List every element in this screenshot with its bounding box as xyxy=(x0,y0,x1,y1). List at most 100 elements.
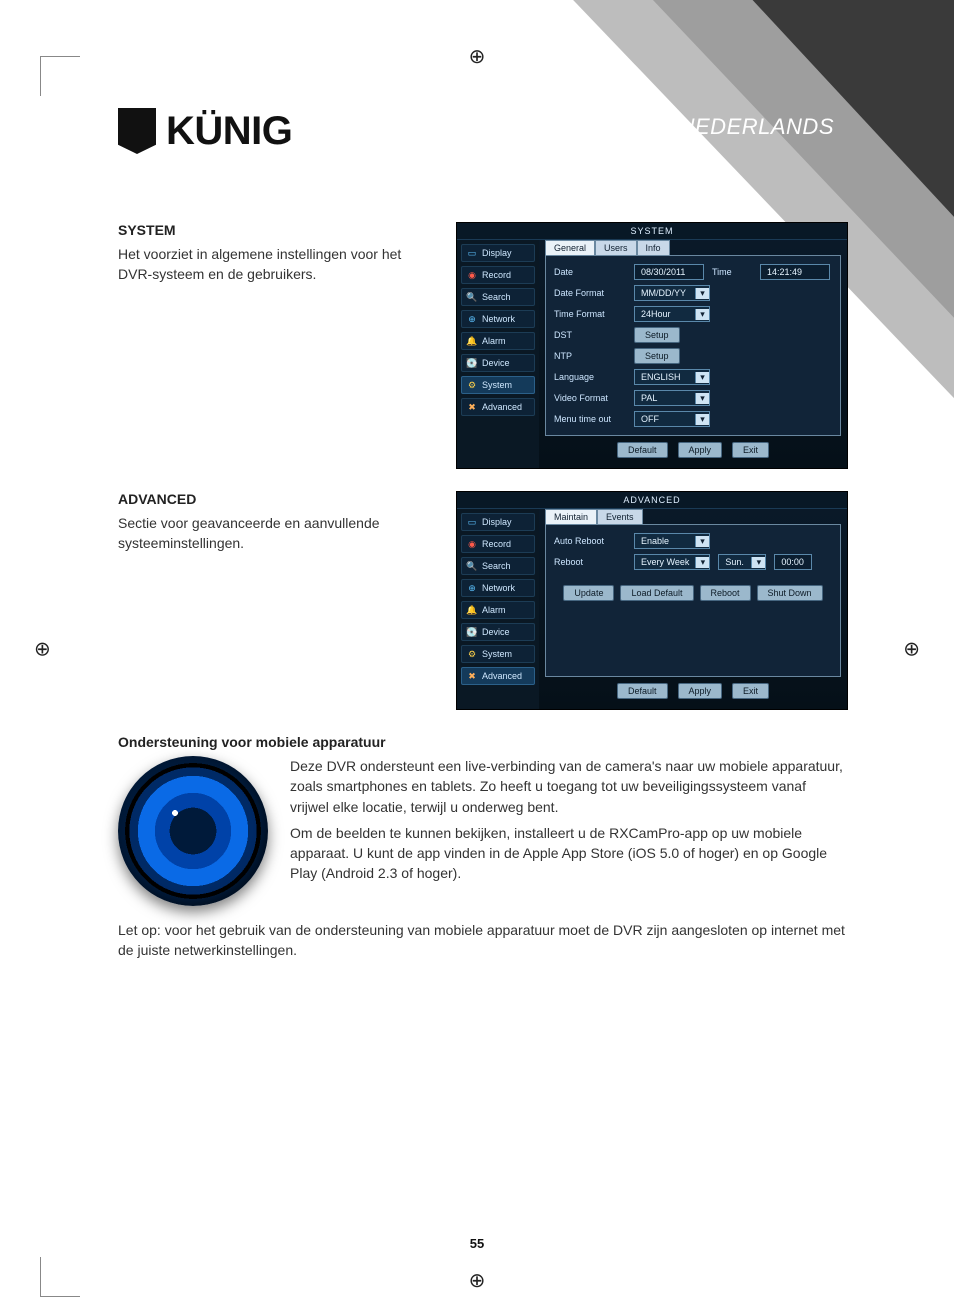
tab-general[interactable]: General xyxy=(545,240,595,255)
label-dst: DST xyxy=(554,330,626,340)
alarm-icon: 🔔 xyxy=(466,336,478,346)
video-format-select[interactable]: PAL▾ xyxy=(634,390,710,406)
tab-users[interactable]: Users xyxy=(595,240,637,255)
mobile-para-1: Deze DVR ondersteunt een live-verbinding… xyxy=(290,756,848,817)
advanced-screenshot: ADVANCED ▭Display ◉Record 🔍Search ⊕Netwo… xyxy=(456,491,848,710)
nav-network[interactable]: ⊕Network xyxy=(461,310,535,328)
network-icon: ⊕ xyxy=(466,314,478,324)
auto-reboot-select[interactable]: Enable▾ xyxy=(634,533,710,549)
dvr-tabs: Maintain Events xyxy=(545,509,841,524)
chevron-down-icon: ▾ xyxy=(695,372,709,383)
nav-device[interactable]: 💽Device xyxy=(461,623,535,641)
default-button[interactable]: Default xyxy=(617,683,668,699)
dvr-tabs: General Users Info xyxy=(545,240,841,255)
tab-info[interactable]: Info xyxy=(637,240,670,255)
registration-mark-icon: ⊕ xyxy=(34,636,51,661)
section-heading-mobile: Ondersteuning voor mobiele apparatuur xyxy=(118,734,848,750)
crop-mark-tl xyxy=(40,56,80,96)
ntp-setup-button[interactable]: Setup xyxy=(634,348,680,364)
label-menu-timeout: Menu time out xyxy=(554,414,626,424)
mobile-para-2: Om de beelden te kunnen bekijken, instal… xyxy=(290,823,848,884)
chevron-down-icon: ▾ xyxy=(695,536,709,547)
reboot-button[interactable]: Reboot xyxy=(700,585,751,601)
search-icon: 🔍 xyxy=(466,292,478,302)
time-field[interactable]: 14:21:49 xyxy=(760,264,830,280)
dvr-title: ADVANCED xyxy=(457,492,847,509)
dst-setup-button[interactable]: Setup xyxy=(634,327,680,343)
brand-logo: KÜNIG xyxy=(118,108,292,154)
default-button[interactable]: Default xyxy=(617,442,668,458)
advanced-panel: Auto Reboot Enable▾ Reboot Every Week▾ S… xyxy=(545,524,841,677)
brand-mark-icon xyxy=(118,108,156,154)
system-icon: ⚙ xyxy=(466,380,478,390)
device-icon: 💽 xyxy=(466,627,478,637)
language-select[interactable]: ENGLISH▾ xyxy=(634,369,710,385)
nav-device[interactable]: 💽Device xyxy=(461,354,535,372)
reboot-day-select[interactable]: Sun.▾ xyxy=(718,554,766,570)
date-field[interactable]: 08/30/2011 xyxy=(634,264,704,280)
tab-maintain[interactable]: Maintain xyxy=(545,509,597,524)
chevron-down-icon: ▾ xyxy=(695,414,709,425)
label-language: Language xyxy=(554,372,626,382)
tab-events[interactable]: Events xyxy=(597,509,643,524)
system-icon: ⚙ xyxy=(466,649,478,659)
dvr-nav: ▭Display ◉Record 🔍Search ⊕Network 🔔Alarm… xyxy=(457,240,539,468)
reboot-time-field[interactable]: 00:00 xyxy=(774,554,812,570)
nav-display[interactable]: ▭Display xyxy=(461,244,535,262)
label-date: Date xyxy=(554,267,626,277)
registration-mark-icon: ⊕ xyxy=(469,44,486,69)
section-heading-advanced: ADVANCED xyxy=(118,491,428,507)
section-heading-system: SYSTEM xyxy=(118,222,428,238)
search-icon: 🔍 xyxy=(466,561,478,571)
apply-button[interactable]: Apply xyxy=(678,683,723,699)
exit-button[interactable]: Exit xyxy=(732,442,769,458)
nav-network[interactable]: ⊕Network xyxy=(461,579,535,597)
update-button[interactable]: Update xyxy=(563,585,614,601)
apply-button[interactable]: Apply xyxy=(678,442,723,458)
exit-button[interactable]: Exit xyxy=(732,683,769,699)
date-format-select[interactable]: MM/DD/YY▾ xyxy=(634,285,710,301)
menu-timeout-select[interactable]: OFF▾ xyxy=(634,411,710,427)
nav-search[interactable]: 🔍Search xyxy=(461,557,535,575)
nav-alarm[interactable]: 🔔Alarm xyxy=(461,332,535,350)
nav-system[interactable]: ⚙System xyxy=(461,645,535,663)
brand-name: KÜNIG xyxy=(166,109,292,154)
label-date-format: Date Format xyxy=(554,288,626,298)
dvr-title: SYSTEM xyxy=(457,223,847,240)
label-time-format: Time Format xyxy=(554,309,626,319)
section-body-system: Het voorziet in algemene instellingen vo… xyxy=(118,244,428,285)
advanced-icon: ✖ xyxy=(466,402,478,412)
chevron-down-icon: ▾ xyxy=(751,557,765,568)
nav-alarm[interactable]: 🔔Alarm xyxy=(461,601,535,619)
time-format-select[interactable]: 24Hour▾ xyxy=(634,306,710,322)
crop-mark-tr xyxy=(874,56,914,96)
system-screenshot: SYSTEM ▭Display ◉Record 🔍Search ⊕Network… xyxy=(456,222,848,469)
registration-mark-icon: ⊕ xyxy=(903,636,920,661)
display-icon: ▭ xyxy=(466,248,478,258)
nav-record[interactable]: ◉Record xyxy=(461,535,535,553)
alarm-icon: 🔔 xyxy=(466,605,478,615)
load-default-button[interactable]: Load Default xyxy=(620,585,693,601)
label-auto-reboot: Auto Reboot xyxy=(554,536,626,546)
system-panel: Date 08/30/2011 Time 14:21:49 Date Forma… xyxy=(545,255,841,436)
label-video-format: Video Format xyxy=(554,393,626,403)
nav-advanced[interactable]: ✖Advanced xyxy=(461,667,535,685)
advanced-icon: ✖ xyxy=(466,671,478,681)
nav-search[interactable]: 🔍Search xyxy=(461,288,535,306)
reboot-freq-select[interactable]: Every Week▾ xyxy=(634,554,710,570)
network-icon: ⊕ xyxy=(466,583,478,593)
section-body-advanced: Sectie voor geavanceerde en aanvullende … xyxy=(118,513,428,554)
label-ntp: NTP xyxy=(554,351,626,361)
mobile-note: Let op: voor het gebruik van de onderste… xyxy=(118,920,848,961)
record-icon: ◉ xyxy=(466,270,478,280)
chevron-down-icon: ▾ xyxy=(695,288,709,299)
nav-display[interactable]: ▭Display xyxy=(461,513,535,531)
shutdown-button[interactable]: Shut Down xyxy=(757,585,823,601)
registration-mark-icon: ⊕ xyxy=(469,1268,486,1293)
nav-system[interactable]: ⚙System xyxy=(461,376,535,394)
device-icon: 💽 xyxy=(466,358,478,368)
nav-advanced[interactable]: ✖Advanced xyxy=(461,398,535,416)
camera-lens-icon xyxy=(118,756,268,906)
chevron-down-icon: ▾ xyxy=(695,309,709,320)
nav-record[interactable]: ◉Record xyxy=(461,266,535,284)
